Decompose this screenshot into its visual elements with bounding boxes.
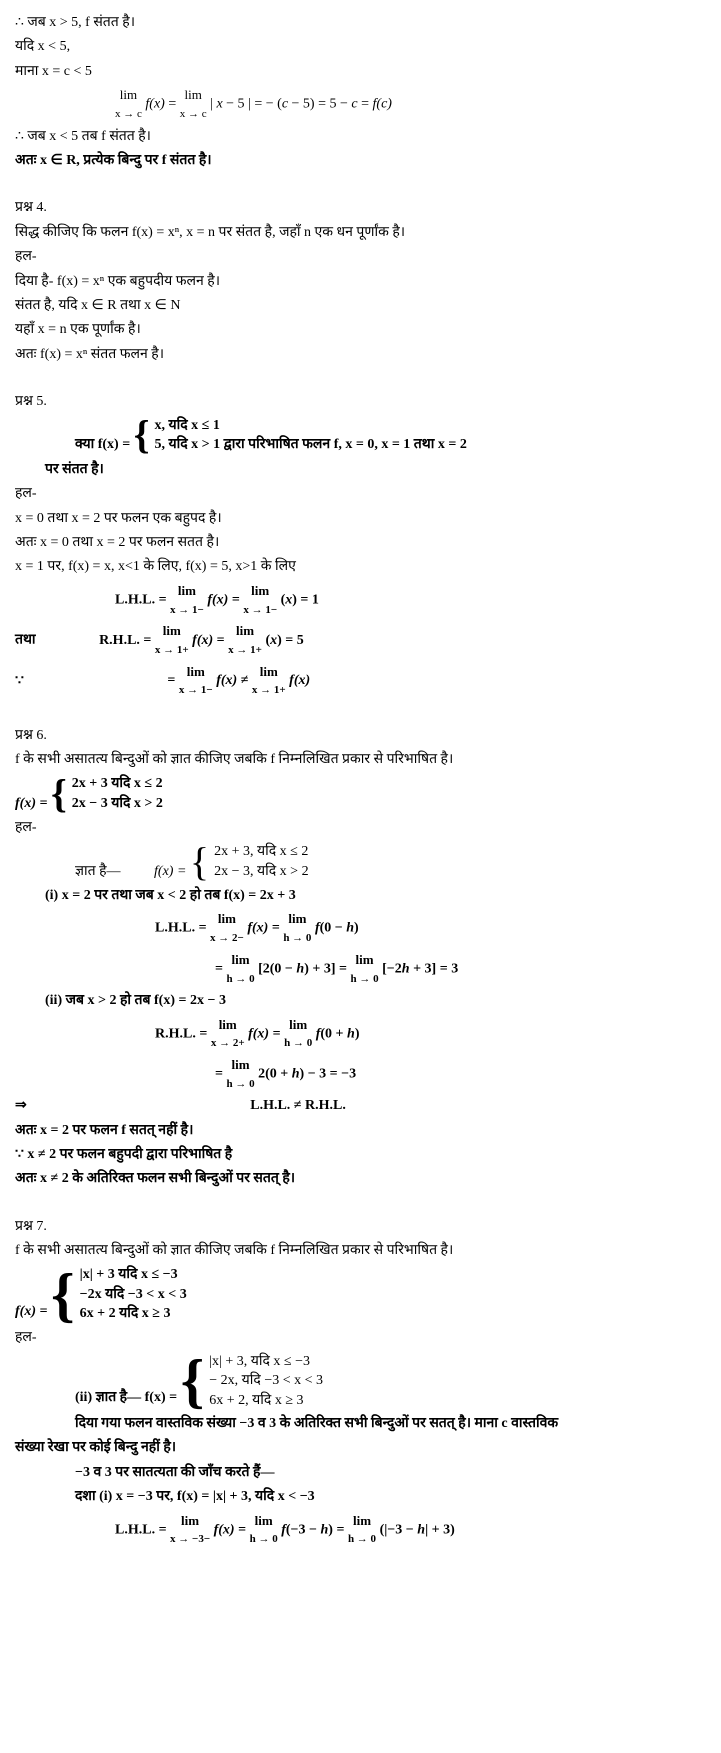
q6-gyat-row: ज्ञात है— f(x) = { 2x + 3, यदि x ≤ 2 2x … — [75, 842, 721, 883]
q7-gc3: 6x + 2, यदि x ≥ 3 — [209, 1391, 323, 1411]
q4-question: सिद्ध कीजिए कि फलन f(x) = xⁿ, x = n पर स… — [15, 222, 721, 244]
q7-question: f के सभी असातत्य बिन्दुओं को ज्ञात कीजिए… — [15, 1240, 721, 1262]
q6-gc1: 2x + 3, यदि x ≤ 2 — [214, 842, 308, 862]
q5-l1: x = 0 तथा x = 2 पर फलन एक बहुपद है। — [15, 508, 721, 530]
q5-q-post: द्वारा परिभाषित फलन f, x = 0, x = 1 तथा … — [224, 437, 467, 452]
q5-l3: x = 1 पर, f(x) = x, x<1 के लिए, f(x) = 5… — [15, 556, 721, 578]
q5-lhl: L.H.L. = limx → 1− f(x) = limx → 1− (x) … — [115, 581, 721, 619]
q4-l1: दिया है- f(x) = xⁿ एक बहुपदीय फलन है। — [15, 271, 721, 293]
q4-l2: संतत है, यदि x ∈ R तथा x ∈ N — [15, 295, 721, 317]
q6-ii: (ii) जब x > 2 हो तब f(x) = 2x − 3 — [45, 990, 721, 1012]
q4-sol-label: हल- — [15, 246, 721, 268]
q7-sol-label: हल- — [15, 1327, 721, 1349]
q7-dasha: दशा (i) x = −3 पर, f(x) = |x| + 3, यदि x… — [75, 1486, 721, 1508]
q7-ii-row: (ii) ज्ञात है— f(x) = { |x| + 3, यदि x ≤… — [75, 1351, 721, 1411]
q5-l2: अतः x = 0 तथा x = 2 पर फलन सतत है। — [15, 532, 721, 554]
q7-desc1: दिया गया फलन वास्तविक संख्या −3 व 3 के अ… — [75, 1413, 721, 1435]
intro-l4: limx → c f(x) = limx → c | x − 5 | = − (… — [115, 85, 721, 123]
q5-rhl-row: तथा R.H.L. = limx → 1+ f(x) = limx → 1+ … — [15, 621, 721, 659]
q7-lhl: L.H.L. = limx → −3− f(x) = limh → 0 f(−3… — [115, 1511, 721, 1549]
q5-case2: 5, यदि x > 1 — [154, 435, 220, 455]
q6-rhl2: = limh → 0 2(0 + h) − 3 = −3 — [215, 1055, 721, 1093]
q7-ii-label: (ii) ज्ञात है— f(x) = — [75, 1390, 181, 1405]
q7-fx: f(x) = { |x| + 3 यदि x ≤ −3 −2x यदि −3 <… — [15, 1265, 721, 1325]
q6-lhl2: = limh → 0 [2(0 − h) + 3] = limh → 0 [−2… — [215, 950, 721, 988]
q5-case1: x, यदि x ≤ 1 — [154, 416, 220, 436]
q6-conc1: अतः x = 2 पर फलन f सतत् नहीं है। — [15, 1120, 721, 1142]
q7-gc1: |x| + 3, यदि x ≤ −3 — [209, 1352, 323, 1372]
q6-gc2: 2x − 3, यदि x > 2 — [214, 862, 308, 882]
q6-sol-label: हल- — [15, 817, 721, 839]
intro-l3: माना x = c < 5 — [15, 61, 721, 83]
q7-desc3: −3 व 3 पर सातत्यता की जाँच करते हैं— — [75, 1462, 721, 1484]
q5-because: ∵ — [15, 673, 24, 688]
q4-l4: अतः f(x) = xⁿ संतत फलन है। — [15, 344, 721, 366]
q6-question: f के सभी असातत्य बिन्दुओं को ज्ञात कीजिए… — [15, 749, 721, 771]
q6-rhl1: R.H.L. = limx → 2+ f(x) = limh → 0 f(0 +… — [155, 1015, 721, 1053]
q5-question: क्या f(x) = { x, यदि x ≤ 1 5, यदि x > 1 … — [75, 415, 721, 456]
q5-neq-row: ∵ = limx → 1− f(x) ≠ limx → 1+ f(x) — [15, 662, 721, 700]
q6-arrow-row: ⇒ L.H.L. ≠ R.H.L. — [15, 1095, 721, 1117]
q4-title: प्रश्न 4. — [15, 197, 721, 219]
q6-case1: 2x + 3 यदि x ≤ 2 — [72, 774, 163, 794]
intro-l5: ∴ जब x < 5 तब f संतत है। — [15, 126, 721, 148]
q6-gyat: ज्ञात है— — [75, 864, 121, 879]
q6-neq: L.H.L. ≠ R.H.L. — [250, 1098, 346, 1113]
q5-q-end: पर संतत है। — [45, 459, 721, 481]
q6-case2: 2x − 3 यदि x > 2 — [72, 794, 163, 814]
q6-conc3: अतः x ≠ 2 के अतिरिक्त फलन सभी बिन्दुओं प… — [15, 1168, 721, 1190]
q7-case2: −2x यदि −3 < x < 3 — [80, 1285, 187, 1305]
q6-fx: f(x) = { 2x + 3 यदि x ≤ 2 2x − 3 यदि x >… — [15, 774, 721, 815]
q7-desc2: संख्या रेखा पर कोई बिन्दु नहीं है। — [15, 1437, 721, 1459]
q7-fx-pre: f(x) = — [15, 1304, 51, 1319]
q7-title: प्रश्न 7. — [15, 1216, 721, 1238]
q6-i: (i) x = 2 पर तथा जब x < 2 हो तब f(x) = 2… — [45, 885, 721, 907]
q6-arrow: ⇒ — [15, 1098, 27, 1113]
q7-case3: 6x + 2 यदि x ≥ 3 — [80, 1304, 187, 1324]
q5-tatha: तथा — [15, 633, 36, 648]
q6-lhl1: L.H.L. = limx → 2− f(x) = limh → 0 f(0 −… — [155, 909, 721, 947]
q5-q-pre: क्या f(x) = — [75, 437, 134, 452]
q4-l3: यहाँ x = n एक पूर्णांक है। — [15, 319, 721, 341]
intro-l6: अतः x ∈ R, प्रत्येक बिन्दु पर f संतत है। — [15, 150, 721, 172]
q7-case1: |x| + 3 यदि x ≤ −3 — [80, 1265, 187, 1285]
q6-conc2: ∵ x ≠ 2 पर फलन बहुपदी द्वारा परिभाषित है — [15, 1144, 721, 1166]
intro-l2: यदि x < 5, — [15, 36, 721, 58]
q5-sol-label: हल- — [15, 483, 721, 505]
q6-title: प्रश्न 6. — [15, 725, 721, 747]
intro-l1: ∴ जब x > 5, f संतत है। — [15, 12, 721, 34]
q7-gc2: − 2x, यदि −3 < x < 3 — [209, 1371, 323, 1391]
q6-fx-pre: f(x) = — [15, 796, 51, 811]
q5-title: प्रश्न 5. — [15, 391, 721, 413]
